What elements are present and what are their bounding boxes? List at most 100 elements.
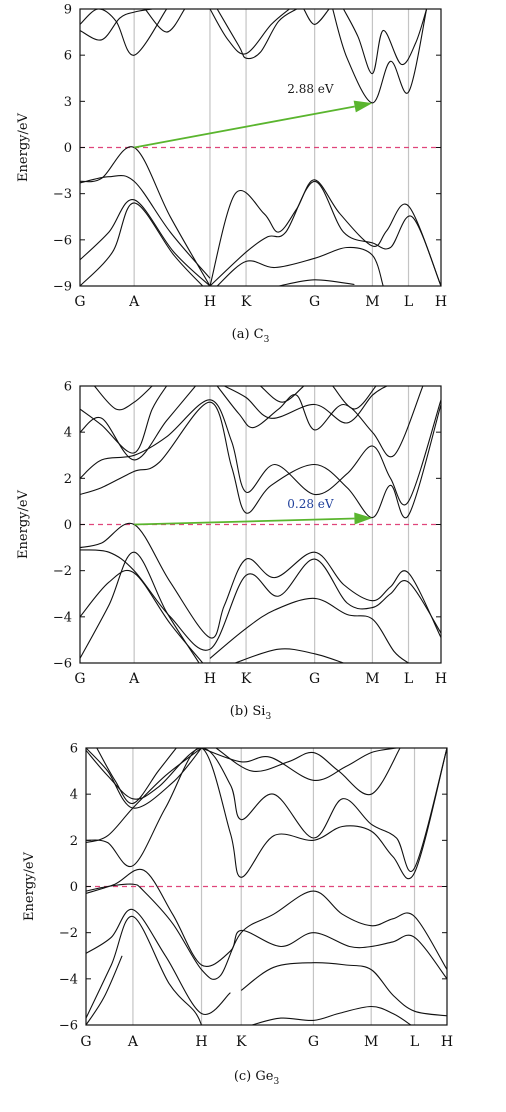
caption-main: (a) C (232, 327, 264, 342)
y-tick-label: −6 (59, 1019, 78, 1034)
kpoint-label-G: G (80, 1034, 91, 1050)
kpoint-label-H: H (204, 294, 216, 310)
y-tick-label: 2 (70, 834, 78, 849)
y-tick-label: 9 (64, 3, 72, 18)
caption-subscript: 3 (265, 712, 271, 722)
band-structure-chart-b: G A H K G M L H −6 −4 −2 0 2 4 6 Energy/eV 0.28 eV (b) Si… (16, 380, 447, 723)
band-line-12 (216, 9, 297, 60)
y-tick-label: 0 (64, 518, 72, 533)
kpoint-label-G: G (309, 294, 320, 310)
caption-subscript: 3 (273, 1077, 279, 1087)
band-gap-arrow-shaft (133, 105, 355, 149)
kpoint-label-H: H (435, 294, 447, 310)
y-tick-label: −3 (53, 187, 72, 202)
band-structure-chart-c: G A H K G M L H −6 −4 −2 0 2 4 6 Energy/eV (c) Ge3 (22, 742, 453, 1088)
band-line-9 (80, 9, 153, 41)
y-tick-label: −6 (53, 233, 72, 248)
band-gap-label: 2.88 eV (287, 82, 334, 96)
band-line-11 (216, 386, 424, 458)
band-line-3 (86, 915, 202, 1025)
kpoint-label-G: G (74, 671, 85, 687)
band-line-13 (303, 9, 330, 25)
y-tick-label: −6 (53, 657, 72, 672)
kpoint-label-L: L (410, 1034, 419, 1050)
band-line-10 (93, 386, 153, 411)
band-line-4 (86, 955, 123, 1025)
band-line-12 (201, 748, 397, 781)
chart-caption: (b) Si3 (230, 704, 272, 722)
band-line-9 (86, 748, 202, 809)
band-line-0 (86, 883, 447, 980)
band-line-2 (80, 199, 211, 286)
band-line-2 (80, 569, 204, 663)
y-tick-label: 4 (70, 788, 78, 803)
band-lines (86, 748, 447, 1025)
chart-caption: (c) Ge3 (234, 1069, 280, 1087)
band-line-6 (251, 1005, 412, 1025)
kpoint-label-H: H (441, 1034, 453, 1050)
y-axis-label: Energy/eV (16, 112, 31, 182)
y-tick-label: −4 (53, 610, 72, 625)
band-line-2 (86, 909, 231, 1016)
y-tick-label: 0 (64, 141, 72, 156)
chart-panel-c: G A H K G M L H −6 −4 −2 0 2 4 6 Energy/eV (c) Ge3 (0, 740, 506, 1112)
band-line-14 (332, 9, 428, 104)
band-line-5 (235, 648, 344, 663)
y-tick-label: −2 (53, 564, 72, 579)
chart-panel-a: G A H K G M L H −9 −6 −3 0 3 6 9 Energy/eV 2.88 eV (a) C3 (0, 0, 506, 355)
kpoint-label-K: K (241, 294, 252, 310)
band-line-6 (216, 246, 384, 286)
kpoint-label-L: L (404, 671, 413, 687)
y-tick-label: −9 (53, 280, 72, 295)
y-tick-label: −2 (59, 926, 78, 941)
kpoint-label-L: L (404, 294, 413, 310)
caption-main: (c) Ge (234, 1069, 274, 1084)
y-tick-label: 6 (64, 49, 72, 64)
y-tick-label: 2 (64, 472, 72, 487)
band-line-10 (144, 9, 186, 33)
band-line-1 (80, 174, 211, 279)
kpoint-label-M: M (365, 671, 379, 687)
y-tick-label: 0 (70, 880, 78, 895)
band-line-8 (86, 748, 447, 880)
band-line-11 (209, 9, 290, 55)
band-gap-arrow-shaft (134, 517, 355, 526)
kpoint-label-K: K (236, 1034, 247, 1050)
band-lines (80, 9, 441, 286)
band-line-4 (209, 179, 441, 286)
band-line-14 (332, 386, 377, 410)
kpoint-label-A: A (128, 671, 140, 687)
band-line-5 (209, 180, 441, 286)
chart-panel-b: G A H K G M L H −6 −4 −2 0 2 4 6 Energy/eV 0.28 eV (b) Si… (0, 375, 506, 730)
y-axis-label: Energy/eV (22, 851, 37, 921)
band-line-11 (96, 748, 177, 804)
y-tick-label: −4 (59, 972, 78, 987)
band-gap-arrow-head (353, 100, 373, 113)
kpoint-label-H: H (435, 671, 447, 687)
band-line-15 (343, 9, 428, 75)
band-line-9 (80, 386, 168, 454)
band-line-1 (86, 868, 447, 980)
band-line-3 (80, 551, 200, 663)
band-gap-label: 0.28 eV (287, 497, 334, 511)
band-line-8 (80, 9, 168, 56)
band-line-3 (80, 202, 204, 286)
band-line-6 (80, 401, 441, 519)
caption-subscript: 3 (264, 335, 270, 345)
band-line-8 (80, 386, 196, 461)
band-line-7 (80, 399, 441, 506)
band-line-5 (240, 962, 447, 1017)
band-line-7 (86, 748, 202, 844)
kpoint-label-H: H (195, 1034, 207, 1050)
band-line-12 (224, 386, 388, 424)
y-tick-label: 4 (64, 426, 72, 441)
kpoint-label-M: M (365, 294, 379, 310)
kpoint-label-M: M (364, 1034, 378, 1050)
band-line-0 (80, 522, 441, 639)
kpoint-label-G: G (309, 671, 320, 687)
kpoint-label-G: G (308, 1034, 319, 1050)
kpoint-label-G: G (74, 294, 85, 310)
y-tick-label: 6 (64, 380, 72, 395)
band-line-10 (86, 748, 447, 872)
